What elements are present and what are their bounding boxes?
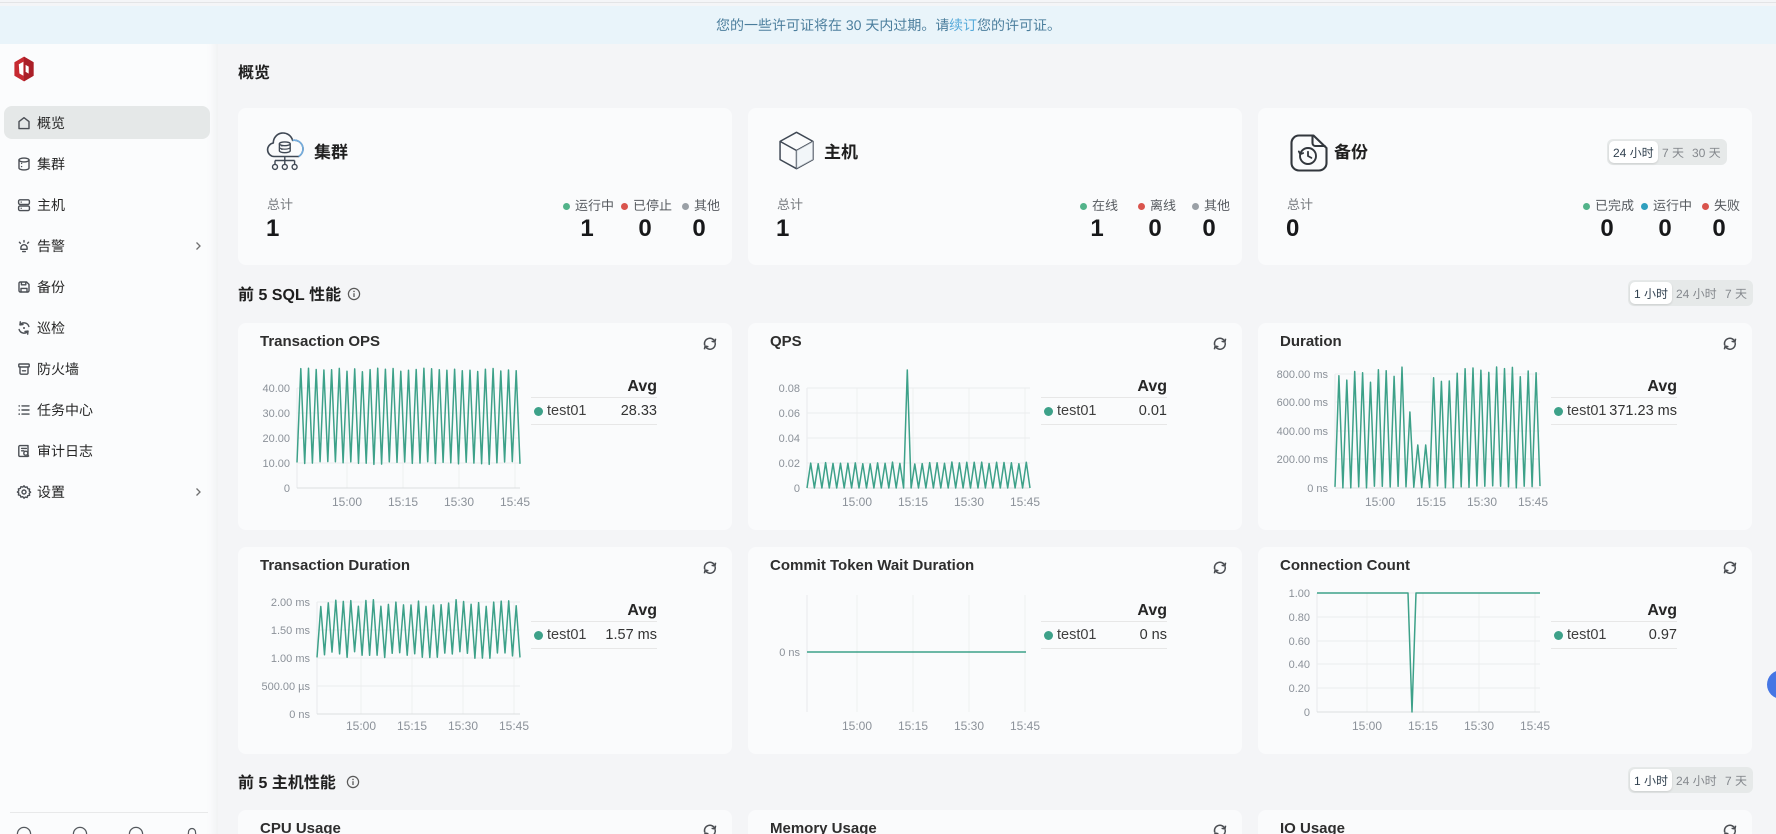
svg-text:15:00: 15:00: [842, 719, 872, 733]
svg-text:0.06: 0.06: [779, 408, 800, 420]
svg-text:0: 0: [794, 483, 800, 495]
svg-text:1.50 ms: 1.50 ms: [271, 625, 311, 637]
svg-text:15:15: 15:15: [388, 495, 418, 509]
svg-text:15:15: 15:15: [898, 495, 928, 509]
svg-text:0.80: 0.80: [1289, 612, 1310, 624]
svg-text:15:30: 15:30: [954, 495, 984, 509]
svg-text:15:45: 15:45: [1518, 495, 1548, 509]
svg-text:400.00 ms: 400.00 ms: [1277, 426, 1329, 438]
svg-text:40.00: 40.00: [262, 383, 290, 395]
svg-text:0: 0: [1304, 707, 1310, 719]
svg-text:0 ns: 0 ns: [779, 647, 800, 659]
svg-text:2.00 ms: 2.00 ms: [271, 597, 311, 609]
svg-text:200.00 ms: 200.00 ms: [1277, 454, 1329, 466]
svg-text:0.40: 0.40: [1289, 659, 1310, 671]
svg-text:0.60: 0.60: [1289, 636, 1310, 648]
svg-text:15:15: 15:15: [1416, 495, 1446, 509]
svg-text:15:00: 15:00: [346, 719, 376, 733]
svg-text:15:00: 15:00: [1352, 719, 1382, 733]
svg-text:15:30: 15:30: [444, 495, 474, 509]
svg-text:0.02: 0.02: [779, 458, 800, 470]
svg-text:800.00 ms: 800.00 ms: [1277, 369, 1329, 381]
svg-text:15:00: 15:00: [332, 495, 362, 509]
svg-text:20.00: 20.00: [262, 433, 290, 445]
svg-text:15:00: 15:00: [1365, 495, 1395, 509]
svg-text:0.04: 0.04: [779, 433, 800, 445]
svg-text:600.00 ms: 600.00 ms: [1277, 397, 1329, 409]
svg-text:1.00: 1.00: [1289, 588, 1310, 600]
svg-text:500.00 µs: 500.00 µs: [261, 681, 310, 693]
svg-text:0.20: 0.20: [1289, 683, 1310, 695]
svg-text:15:45: 15:45: [1010, 719, 1040, 733]
svg-text:0.08: 0.08: [779, 383, 800, 395]
svg-text:15:45: 15:45: [1010, 495, 1040, 509]
svg-text:15:45: 15:45: [500, 495, 530, 509]
svg-text:15:00: 15:00: [842, 495, 872, 509]
svg-text:15:15: 15:15: [898, 719, 928, 733]
svg-text:15:30: 15:30: [1467, 495, 1497, 509]
svg-text:15:45: 15:45: [1520, 719, 1550, 733]
svg-text:15:45: 15:45: [499, 719, 529, 733]
svg-text:15:15: 15:15: [1408, 719, 1438, 733]
svg-text:1.00 ms: 1.00 ms: [271, 653, 311, 665]
svg-text:0: 0: [284, 483, 290, 495]
svg-text:10.00: 10.00: [262, 458, 290, 470]
svg-text:15:30: 15:30: [954, 719, 984, 733]
svg-text:30.00: 30.00: [262, 408, 290, 420]
svg-text:15:30: 15:30: [448, 719, 478, 733]
svg-text:0 ns: 0 ns: [289, 709, 310, 721]
svg-text:15:30: 15:30: [1464, 719, 1494, 733]
svg-text:15:15: 15:15: [397, 719, 427, 733]
svg-text:0 ns: 0 ns: [1307, 483, 1328, 495]
